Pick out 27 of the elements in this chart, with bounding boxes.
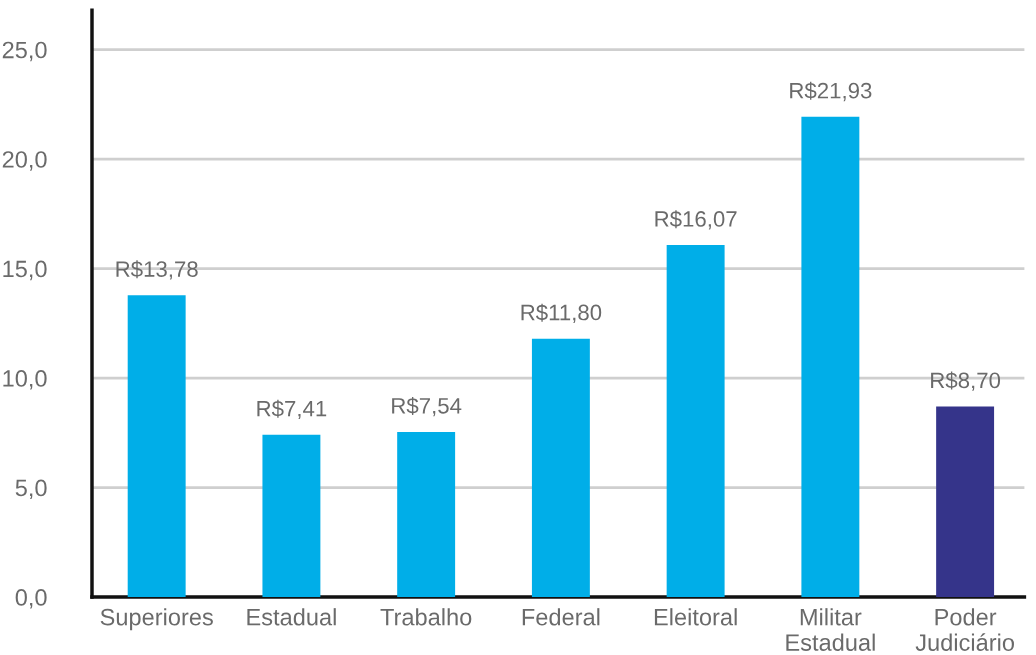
x-tick-label: Militar Estadual xyxy=(786,608,875,651)
x-tick-label: Poder Judiciário xyxy=(915,608,1014,651)
x-tick-label: Eleitoral xyxy=(654,608,737,626)
y-tick-label: 15,0 xyxy=(3,260,47,281)
y-tick-label: 5,0 xyxy=(15,479,47,500)
bar xyxy=(936,406,995,598)
bar xyxy=(262,434,321,598)
data-label: R$13,78 xyxy=(116,260,198,280)
x-tick-label: Trabalho xyxy=(380,608,472,626)
y-tick-label: 25,0 xyxy=(2,41,47,62)
bar xyxy=(801,116,860,598)
bar xyxy=(666,245,725,598)
x-tick-label: Federal xyxy=(522,608,600,626)
data-label: R$7,54 xyxy=(392,396,462,417)
data-label: R$11,80 xyxy=(521,303,602,323)
data-label: R$8,70 xyxy=(931,371,1001,391)
y-tick-label: 20,0 xyxy=(2,151,47,171)
y-tick-label: 0,0 xyxy=(15,589,47,609)
x-tick-label: Estadual xyxy=(247,608,336,626)
bar xyxy=(127,295,186,598)
data-label: R$21,93 xyxy=(790,81,872,102)
y-tick-label: 10,0 xyxy=(3,370,47,390)
x-tick-label: Superiores xyxy=(100,608,213,631)
bar xyxy=(531,338,590,598)
data-label: R$7,41 xyxy=(257,399,327,420)
data-label: R$16,07 xyxy=(655,210,737,230)
bar xyxy=(397,431,456,598)
